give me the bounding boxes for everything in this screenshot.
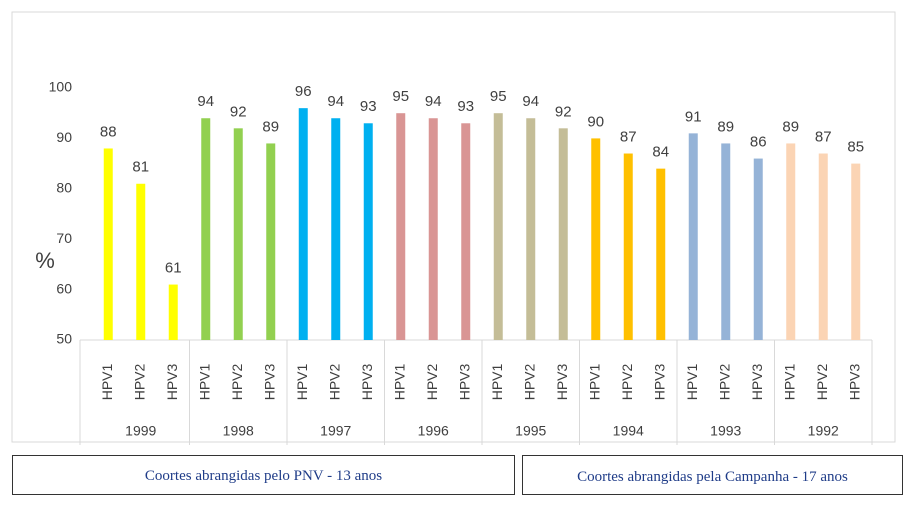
bar <box>201 118 211 341</box>
data-label: 84 <box>652 144 669 161</box>
x-tick-label: HPV2 <box>229 364 245 401</box>
data-label: 94 <box>327 93 344 110</box>
x-tick-label: HPV2 <box>619 364 635 401</box>
x-tick-label: HPV1 <box>99 364 115 401</box>
y-tick-label: 90 <box>56 129 72 145</box>
y-tick-label: 100 <box>49 79 73 95</box>
bar <box>656 168 666 340</box>
x-tick-label: HPV3 <box>261 364 277 401</box>
data-label: 61 <box>165 260 182 277</box>
x-tick-label: HPV3 <box>749 364 765 401</box>
y-tick-label: 80 <box>56 180 72 196</box>
bar <box>461 123 471 340</box>
data-label: 93 <box>360 98 377 115</box>
bar <box>136 183 146 340</box>
data-label: 93 <box>457 98 474 115</box>
x-tick-label: HPV3 <box>359 364 375 401</box>
bar <box>526 118 536 341</box>
data-label: 95 <box>490 88 507 105</box>
bar <box>331 118 341 341</box>
data-label: 95 <box>392 88 409 105</box>
x-tick-label: HPV2 <box>424 364 440 401</box>
x-tick-label: HPV1 <box>196 364 212 401</box>
data-label: 94 <box>425 93 442 110</box>
x-tick-label: HPV2 <box>521 364 537 401</box>
data-label: 94 <box>522 93 539 110</box>
x-tick-label: HPV3 <box>846 364 862 401</box>
bar <box>428 118 438 341</box>
bar <box>591 138 601 340</box>
x-tick-label: HPV1 <box>684 364 700 401</box>
x-tick-label: HPV1 <box>391 364 407 401</box>
annotation-box: Coortes abrangidas pelo PNV - 13 anos <box>12 455 515 495</box>
x-tick-label: HPV1 <box>781 364 797 401</box>
x-tick-label: HPV1 <box>294 364 310 401</box>
data-label: 89 <box>717 118 734 135</box>
x-tick-label: HPV1 <box>489 364 505 401</box>
data-label: 88 <box>100 123 117 140</box>
y-tick-label: 60 <box>56 280 72 296</box>
group-label: 1998 <box>223 423 254 439</box>
group-label: 1999 <box>125 423 156 439</box>
data-label: 96 <box>295 83 312 100</box>
bar <box>688 133 698 340</box>
x-tick-label: HPV2 <box>131 364 147 401</box>
bar <box>103 148 113 340</box>
group-label: 1994 <box>613 423 644 439</box>
group-label: 1992 <box>808 423 839 439</box>
data-label: 86 <box>750 134 767 151</box>
y-tick-label: 50 <box>56 331 72 347</box>
group-label: 1993 <box>710 423 741 439</box>
data-label: 89 <box>262 118 279 135</box>
bar <box>493 113 503 340</box>
annotation-box: Coortes abrangidas pela Campanha - 17 an… <box>522 455 903 495</box>
data-label: 85 <box>847 139 864 156</box>
bar <box>168 284 178 340</box>
data-label: 91 <box>685 108 702 125</box>
group-label: 1996 <box>418 423 449 439</box>
x-tick-label: HPV1 <box>586 364 602 401</box>
data-label: 94 <box>197 93 214 110</box>
x-tick-label: HPV3 <box>164 364 180 401</box>
bar <box>396 113 406 340</box>
data-label: 87 <box>815 128 832 145</box>
chart-frame <box>11 11 896 443</box>
bar <box>233 128 243 340</box>
bar <box>266 143 276 340</box>
bar <box>753 158 763 340</box>
data-label: 89 <box>782 118 799 135</box>
data-label: 87 <box>620 128 637 145</box>
bar <box>558 128 568 340</box>
y-tick-label: 70 <box>56 230 72 246</box>
bar <box>721 143 731 340</box>
data-label: 92 <box>230 103 247 120</box>
data-label: 92 <box>555 103 572 120</box>
group-label: 1997 <box>320 423 351 439</box>
x-tick-label: HPV3 <box>456 364 472 401</box>
bar <box>818 153 828 340</box>
bar <box>851 163 861 340</box>
data-label: 81 <box>132 159 149 176</box>
bar <box>623 153 633 340</box>
x-tick-label: HPV2 <box>716 364 732 401</box>
x-tick-label: HPV2 <box>326 364 342 401</box>
bar <box>363 123 373 340</box>
x-tick-label: HPV3 <box>651 364 667 401</box>
group-label: 1995 <box>515 423 546 439</box>
bar <box>786 143 796 340</box>
x-tick-label: HPV3 <box>554 364 570 401</box>
x-tick-label: HPV2 <box>814 364 830 401</box>
y-axis-label: % <box>35 248 55 273</box>
bar <box>298 108 308 340</box>
data-label: 90 <box>587 113 604 130</box>
